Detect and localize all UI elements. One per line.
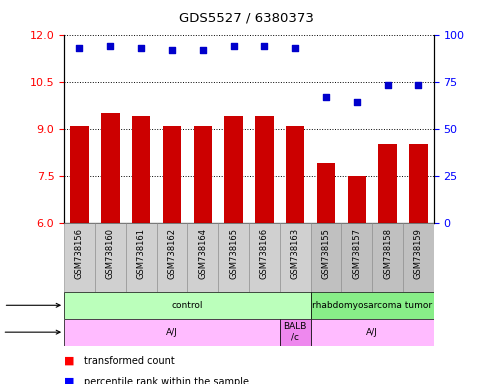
Point [353,99,361,105]
Text: GSM738165: GSM738165 [229,228,238,279]
Bar [311,319,434,346]
Bar [280,319,311,346]
Text: GSM738157: GSM738157 [352,228,361,279]
Text: tissue: tissue [0,300,60,310]
Bar [70,126,89,223]
Text: GSM738163: GSM738163 [291,228,300,280]
Text: GSM738160: GSM738160 [106,228,115,279]
Bar [163,126,181,223]
Text: GSM738158: GSM738158 [383,228,392,279]
Text: ■: ■ [64,356,74,366]
Bar [311,223,341,292]
Bar [348,176,366,223]
Point [415,82,423,88]
Bar [193,126,212,223]
Bar [341,223,372,292]
Bar [224,116,243,223]
Bar [372,223,403,292]
Bar [101,113,119,223]
Bar [187,223,218,292]
Text: control: control [172,301,203,310]
Text: A/J: A/J [166,328,178,337]
Text: GSM738159: GSM738159 [414,228,423,279]
Text: GSM738161: GSM738161 [137,228,145,279]
Text: GSM738156: GSM738156 [75,228,84,279]
Bar [95,223,126,292]
Point [291,45,299,51]
Bar [378,144,397,223]
Bar [64,319,280,346]
Text: transformed count: transformed count [84,356,175,366]
Bar [317,163,335,223]
Text: rhabdomyosarcoma tumor: rhabdomyosarcoma tumor [312,301,432,310]
Text: percentile rank within the sample: percentile rank within the sample [84,377,249,384]
Bar [311,292,434,319]
Point [322,94,330,100]
Point [168,46,176,53]
Text: GSM738164: GSM738164 [198,228,207,279]
Bar [157,223,187,292]
Text: ■: ■ [64,377,74,384]
Text: BALB
/c: BALB /c [283,323,307,342]
Point [75,45,83,51]
Point [106,43,114,49]
Bar [403,223,434,292]
Text: GDS5527 / 6380373: GDS5527 / 6380373 [179,12,314,25]
Bar [64,223,95,292]
Point [230,43,238,49]
Point [199,46,207,53]
Text: GSM738155: GSM738155 [321,228,330,279]
Text: strain: strain [0,327,60,337]
Text: GSM738162: GSM738162 [168,228,176,279]
Bar [126,223,157,292]
Point [384,82,391,88]
Bar [218,223,249,292]
Bar [286,126,305,223]
Bar [409,144,427,223]
Bar [132,116,150,223]
Point [260,43,268,49]
Bar [64,292,311,319]
Text: A/J: A/J [366,328,378,337]
Text: GSM738166: GSM738166 [260,228,269,280]
Point [137,45,145,51]
Bar [255,116,274,223]
Bar [249,223,280,292]
Bar [280,223,311,292]
